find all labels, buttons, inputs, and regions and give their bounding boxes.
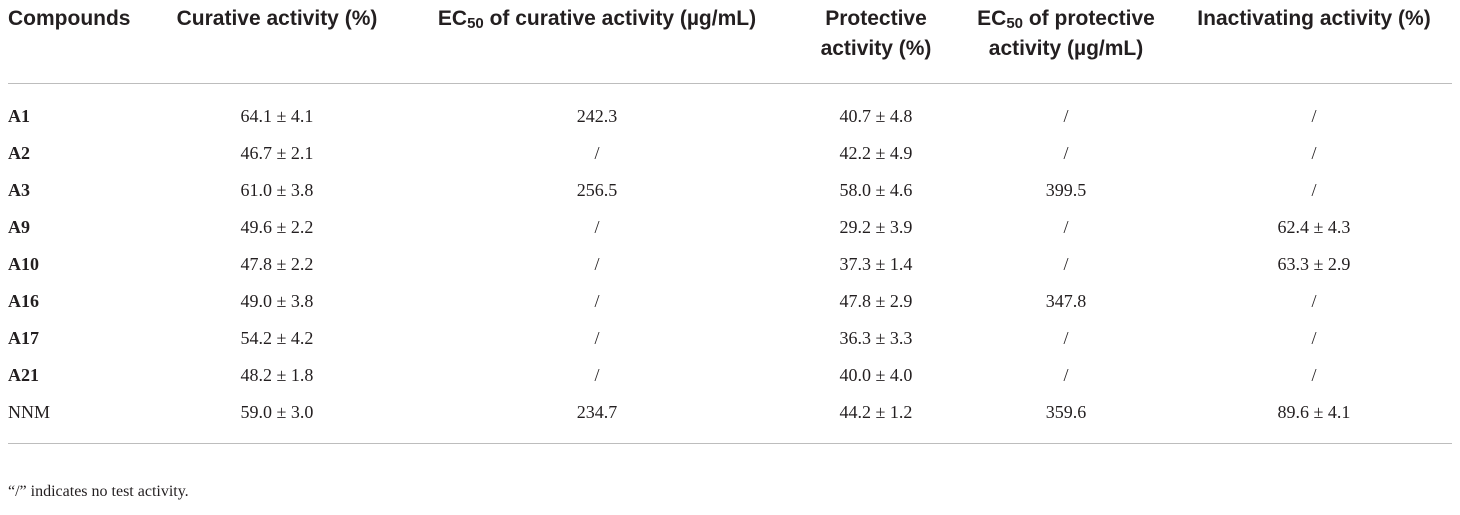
- protective-cell: 37.3 ± 1.4: [839, 254, 913, 274]
- header-curative-activity: Curative activity (%): [156, 0, 398, 84]
- ec50-protective-cell: 347.8: [1045, 291, 1087, 311]
- header-inactivating-activity: Inactivating activity (%): [1176, 0, 1452, 84]
- inactivating-cell: /: [1311, 180, 1317, 200]
- table-row: NNM 59.0 ± 3.0 234.7 44.2 ± 1.2 359.6 89…: [8, 394, 1452, 444]
- ec50-curative-cell: 234.7: [398, 394, 796, 444]
- compound-cell: A2: [8, 143, 30, 163]
- ec50-curative-cell: 256.5: [576, 180, 618, 200]
- activity-table: Compounds Curative activity (%) EC50 of …: [8, 0, 1452, 444]
- protective-cell: 40.7 ± 4.8: [839, 106, 913, 126]
- ec50-curative-cell: /: [594, 143, 600, 163]
- curative-cell: 64.1 ± 4.1: [240, 106, 314, 126]
- ec50-protective-cell: 399.5: [1045, 180, 1087, 200]
- inactivating-cell: 89.6 ± 4.1: [1176, 394, 1452, 444]
- ec50-protective-cell: /: [1063, 217, 1069, 237]
- inactivating-cell: /: [1311, 291, 1317, 311]
- table-row: A9 49.6 ± 2.2 / 29.2 ± 3.9 / 62.4 ± 4.3: [8, 209, 1452, 246]
- table-row: A10 47.8 ± 2.2 / 37.3 ± 1.4 / 63.3 ± 2.9: [8, 246, 1452, 283]
- protective-cell: 58.0 ± 4.6: [839, 180, 913, 200]
- ec50-curative-cell: /: [594, 217, 600, 237]
- curative-cell: 54.2 ± 4.2: [240, 328, 314, 348]
- table-header-row: Compounds Curative activity (%) EC50 of …: [8, 0, 1452, 84]
- compound-cell: A1: [8, 106, 30, 126]
- ec50-protective-cell: 359.6: [956, 394, 1176, 444]
- header-ec50-protective: EC50 of protective activity (µg/mL): [956, 0, 1176, 84]
- ec50-curative-cell: /: [594, 328, 600, 348]
- ec50-protective-cell: /: [1063, 106, 1069, 126]
- table-row: A3 61.0 ± 3.8 256.5 58.0 ± 4.6 399.5 /: [8, 172, 1452, 209]
- compound-cell: A21: [8, 365, 39, 385]
- inactivating-cell: /: [1311, 143, 1317, 163]
- compound-cell: NNM: [8, 394, 156, 444]
- ec50-curative-cell: 242.3: [576, 106, 618, 126]
- compound-cell: A3: [8, 180, 30, 200]
- inactivating-cell: /: [1311, 365, 1317, 385]
- compound-cell: A9: [8, 217, 30, 237]
- ec50-protective-cell: /: [1063, 365, 1069, 385]
- inactivating-cell: /: [1311, 106, 1317, 126]
- protective-cell: 29.2 ± 3.9: [839, 217, 913, 237]
- curative-cell: 48.2 ± 1.8: [240, 365, 314, 385]
- ec50-curative-cell: /: [594, 365, 600, 385]
- inactivating-cell: /: [1311, 328, 1317, 348]
- curative-cell: 47.8 ± 2.2: [240, 254, 314, 274]
- header-protective-activity: Protective activity (%): [796, 0, 956, 84]
- table-row: A21 48.2 ± 1.8 / 40.0 ± 4.0 / /: [8, 357, 1452, 394]
- table-row: A2 46.7 ± 2.1 / 42.2 ± 4.9 / /: [8, 135, 1452, 172]
- table-row: A1 64.1 ± 4.1 242.3 40.7 ± 4.8 / /: [8, 84, 1452, 136]
- curative-cell: 49.6 ± 2.2: [240, 217, 314, 237]
- ec50-protective-cell: /: [1063, 328, 1069, 348]
- inactivating-cell: 63.3 ± 2.9: [1277, 254, 1351, 274]
- curative-cell: 46.7 ± 2.1: [240, 143, 314, 163]
- protective-cell: 36.3 ± 3.3: [839, 328, 913, 348]
- inactivating-cell: 62.4 ± 4.3: [1277, 217, 1351, 237]
- ec50-curative-cell: /: [594, 291, 600, 311]
- table-footnote: “/” indicates no test activity.: [8, 483, 189, 500]
- compound-cell: A10: [8, 254, 39, 274]
- curative-cell: 59.0 ± 3.0: [156, 394, 398, 444]
- ec50-curative-cell: /: [594, 254, 600, 274]
- compound-cell: A17: [8, 328, 39, 348]
- header-ec50-curative: EC50 of curative activity (µg/mL): [398, 0, 796, 84]
- curative-cell: 61.0 ± 3.8: [240, 180, 314, 200]
- table-row: A17 54.2 ± 4.2 / 36.3 ± 3.3 / /: [8, 320, 1452, 357]
- header-compounds: Compounds: [8, 0, 156, 84]
- protective-cell: 40.0 ± 4.0: [839, 365, 913, 385]
- ec50-protective-cell: /: [1063, 254, 1069, 274]
- table-row: A16 49.0 ± 3.8 / 47.8 ± 2.9 347.8 /: [8, 283, 1452, 320]
- curative-cell: 49.0 ± 3.8: [240, 291, 314, 311]
- protective-cell: 47.8 ± 2.9: [839, 291, 913, 311]
- compound-cell: A16: [8, 291, 39, 311]
- activity-table-container: Compounds Curative activity (%) EC50 of …: [8, 0, 1454, 444]
- protective-cell: 44.2 ± 1.2: [796, 394, 956, 444]
- protective-cell: 42.2 ± 4.9: [839, 143, 913, 163]
- ec50-protective-cell: /: [1063, 143, 1069, 163]
